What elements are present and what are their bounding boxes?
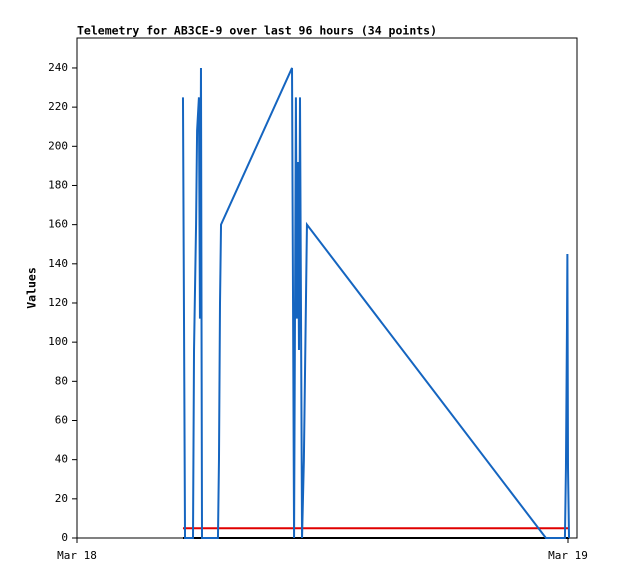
y-tick-label: 200 (48, 139, 68, 152)
y-tick-label: 240 (48, 61, 68, 74)
y-tick-label: 100 (48, 335, 68, 348)
y-tick-label: 80 (55, 374, 68, 387)
x-tick-label: Mar 18 (57, 549, 97, 562)
chart-title: Telemetry for AB3CE-9 over last 96 hours… (77, 24, 437, 38)
y-tick-label: 140 (48, 257, 68, 270)
y-tick-label: 40 (55, 453, 68, 466)
y-tick-label: 60 (55, 413, 68, 426)
y-tick-label: 120 (48, 296, 68, 309)
y-tick-label: 0 (61, 531, 68, 544)
y-axis-label: Values (25, 267, 39, 309)
y-tick-label: 20 (55, 492, 68, 505)
y-tick-label: 220 (48, 100, 68, 113)
series-line (181, 67, 571, 539)
y-tick-label: 160 (48, 218, 68, 231)
x-tick-label: Mar 19 (548, 549, 588, 562)
y-tick-label: 180 (48, 178, 68, 191)
